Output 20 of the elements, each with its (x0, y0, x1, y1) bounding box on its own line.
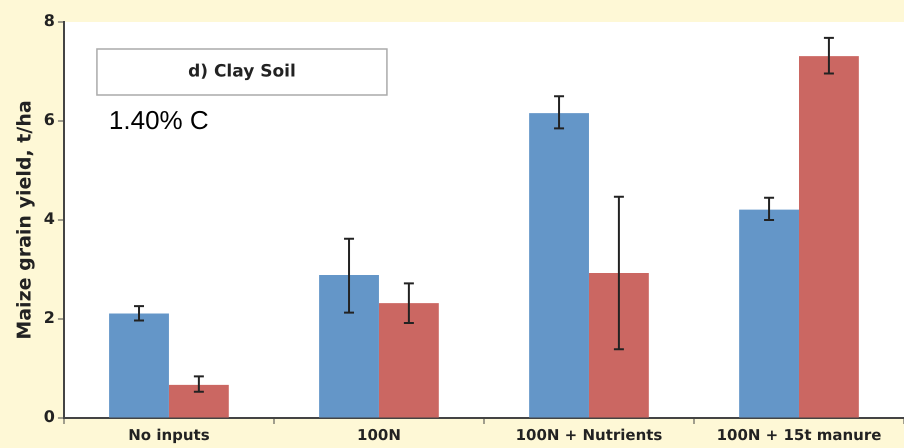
bar (798, 56, 859, 418)
y-tick-label: 8 (44, 11, 55, 30)
x-tick-label: 100N (357, 426, 401, 444)
bar (739, 210, 799, 418)
annotation: 1.40% C (108, 105, 209, 136)
y-tick-label: 4 (44, 209, 55, 228)
annotation: d) Clay Soil (188, 61, 296, 82)
y-axis-title: Maize grain yield, t/ha (13, 100, 36, 340)
y-tick-label: 0 (44, 407, 55, 426)
bar (319, 274, 379, 418)
x-tick-label: 100N + 15t manure (716, 426, 882, 444)
x-tick-label: No inputs (128, 426, 210, 444)
y-tick-label: 2 (44, 308, 55, 328)
bar (109, 314, 169, 418)
bar (529, 113, 589, 418)
bar (378, 303, 439, 418)
bar (168, 384, 229, 418)
bar (588, 272, 649, 418)
y-tick-label: 6 (44, 110, 55, 130)
x-tick-label: 100N + Nutrients (516, 426, 662, 444)
